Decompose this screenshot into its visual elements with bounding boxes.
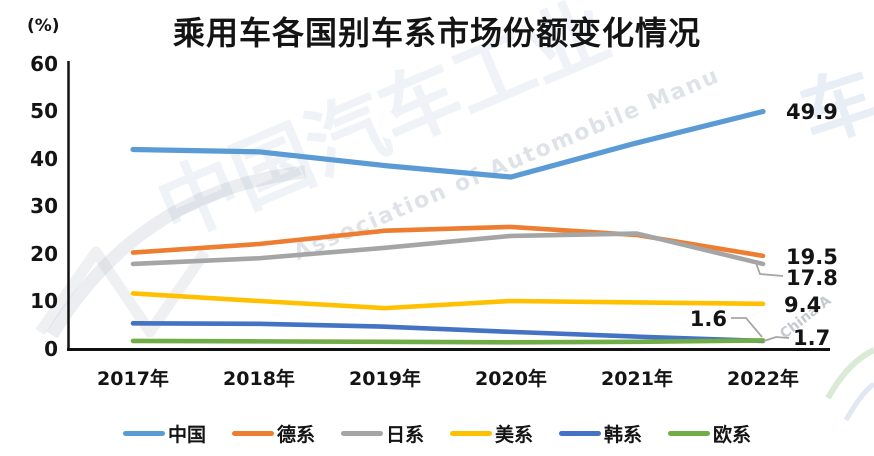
legend-label-american: 美系 [495,424,534,446]
x-label-3: 2020年 [475,368,547,390]
legend-item-european: 欧系 [668,420,751,447]
legend-swatch-german [231,431,274,436]
leader-line-korean [731,317,763,338]
leader-line-european [763,336,790,342]
legend-label-china: 中国 [167,424,206,446]
chart-title: 乘用车各国别车系市场份额变化情况 [172,14,701,52]
series-line-european [130,338,766,345]
legend-item-korean: 韩系 [559,420,642,447]
y-tick-30: 30 [30,194,58,218]
legend-item-german: 德系 [231,420,315,447]
y-tick-40: 40 [30,146,58,171]
legend-item-china: 中国 [122,420,206,447]
end-label-china: 49.9 [786,100,838,124]
legend-swatch-european [668,431,711,436]
series-line-korean [130,321,766,344]
legend-swatch-american [450,431,492,436]
y-tick-20: 20 [30,241,58,266]
x-label-0: 2017年 [97,368,169,390]
end-label-korean: 1.6 [689,307,727,331]
legend-swatch-japanese [340,431,383,436]
end-label-european: 1.7 [793,326,831,350]
x-label-4: 2021年 [601,368,673,390]
legend-item-american: 美系 [450,420,533,447]
leader-line-japanese [755,262,784,277]
y-tick-10: 10 [30,289,58,313]
legend: 中国 德系 日系 美系 韩系 欧系 [0,420,874,447]
end-label-german: 19.5 [786,245,838,269]
legend-label-european: 欧系 [713,424,752,446]
legend-label-japanese: 日系 [385,424,424,446]
x-label-1: 2018年 [223,368,295,390]
legend-swatch-china [122,431,165,436]
x-label-2: 2019年 [349,368,421,390]
legend-swatch-korean [559,431,602,436]
legend-item-japanese: 日系 [340,420,424,447]
y-axis-unit-label: (%) [27,16,60,36]
legend-label-german: 德系 [276,424,315,446]
y-tick-60: 60 [30,51,58,76]
end-label-american: 9.4 [784,293,822,317]
x-label-5: 2022年 [727,368,799,390]
series-line-china [130,108,766,180]
series-line-japanese [130,231,766,267]
series-line-american [130,291,766,311]
y-tick-0: 0 [44,336,58,361]
legend-label-korean: 韩系 [604,424,643,446]
y-tick-50: 50 [30,99,58,123]
end-label-japanese: 17.8 [786,266,838,290]
